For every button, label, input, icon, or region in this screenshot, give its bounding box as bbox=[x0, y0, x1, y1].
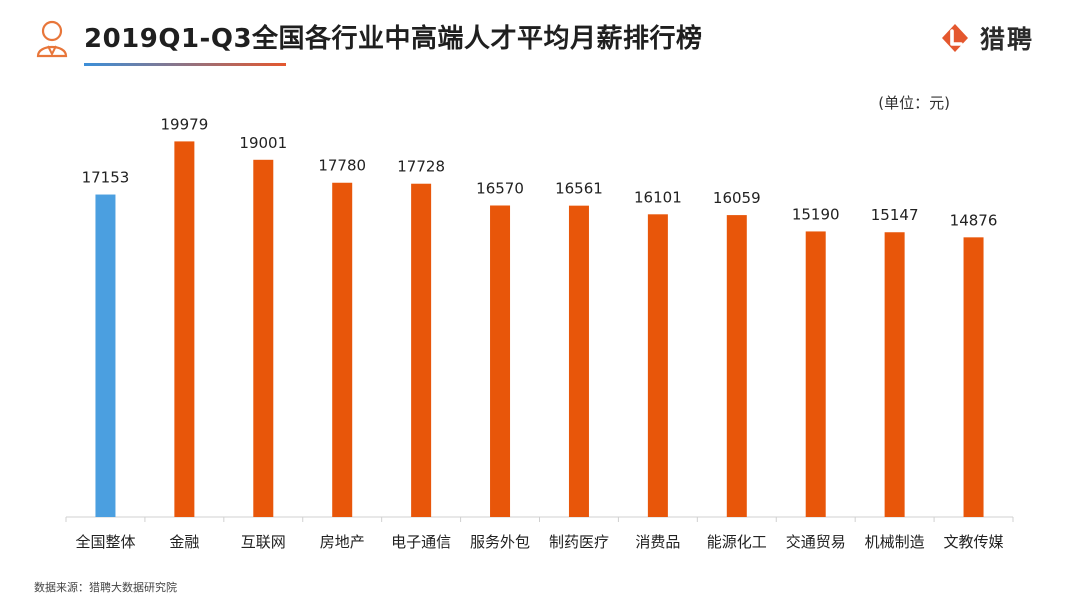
value-label: 19979 bbox=[161, 115, 209, 133]
value-label: 15190 bbox=[792, 205, 840, 223]
category-label: 机械制造 bbox=[865, 533, 925, 551]
category-label: 金融 bbox=[169, 533, 199, 551]
category-label: 消费品 bbox=[635, 533, 680, 551]
value-label: 17153 bbox=[82, 169, 130, 187]
value-label: 16101 bbox=[634, 188, 682, 206]
value-label: 16059 bbox=[713, 189, 761, 207]
category-label: 制药医疗 bbox=[549, 533, 609, 551]
category-label: 互联网 bbox=[241, 533, 286, 551]
category-label: 交通贸易 bbox=[786, 533, 846, 551]
category-label: 能源化工 bbox=[707, 533, 767, 551]
value-label: 17728 bbox=[397, 158, 445, 176]
bar-10 bbox=[884, 232, 905, 518]
bar-5 bbox=[490, 205, 511, 518]
value-label: 16561 bbox=[555, 180, 603, 198]
bar-2 bbox=[253, 159, 274, 517]
category-label: 服务外包 bbox=[470, 533, 530, 551]
value-label: 14876 bbox=[950, 211, 998, 229]
source-note: 数据来源：猎聘大数据研究院 bbox=[34, 581, 177, 594]
bar-11 bbox=[963, 237, 984, 517]
brand-name: 猎聘 bbox=[980, 25, 1035, 54]
bar-0 bbox=[95, 194, 116, 517]
category-label: 文教传媒 bbox=[944, 533, 1004, 551]
category-label: 全国整体 bbox=[75, 533, 135, 551]
value-label: 16570 bbox=[476, 179, 524, 197]
unit-label: (单位：元) bbox=[878, 94, 950, 112]
value-label: 19001 bbox=[239, 134, 287, 152]
title-underline bbox=[84, 63, 286, 66]
bar-9 bbox=[805, 231, 826, 517]
value-label: 17780 bbox=[318, 157, 366, 175]
bar-3 bbox=[332, 182, 353, 518]
bar-7 bbox=[647, 214, 668, 517]
value-label: 15147 bbox=[871, 206, 919, 224]
bar-6 bbox=[568, 205, 589, 518]
liepin-logo-icon bbox=[942, 24, 968, 52]
category-label: 房地产 bbox=[320, 533, 365, 551]
page-title: 2019Q1-Q3全国各行业中高端人才平均月薪排行榜 bbox=[84, 24, 703, 54]
bar-4 bbox=[411, 183, 432, 517]
bar-8 bbox=[726, 215, 747, 517]
bar-1 bbox=[174, 141, 195, 518]
brand-logo: 猎聘 bbox=[938, 20, 1034, 56]
category-label: 电子通信 bbox=[391, 533, 451, 551]
person-avatar-icon bbox=[30, 16, 74, 60]
